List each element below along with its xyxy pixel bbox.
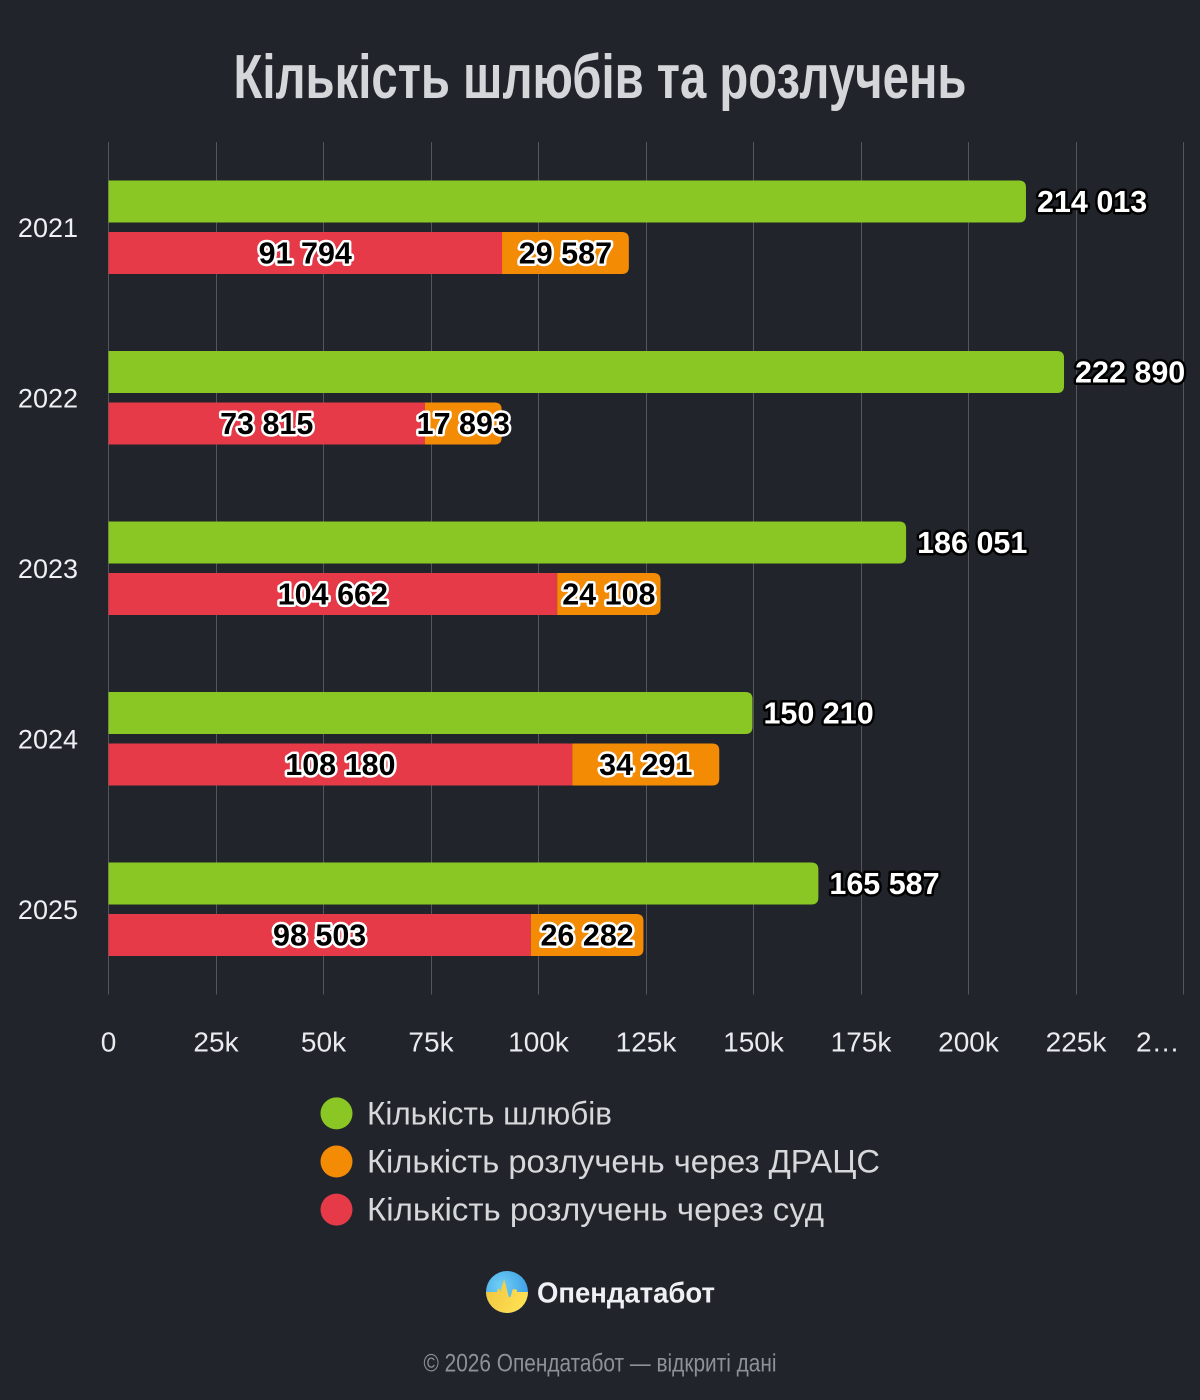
svg-text:0: 0 [101,1027,117,1058]
svg-text:150 210: 150 210 [763,697,873,731]
svg-text:26 282: 26 282 [540,919,633,953]
svg-text:165 587: 165 587 [829,867,939,901]
svg-text:175k: 175k [831,1027,893,1058]
svg-text:Кількість шлюбів та розлучень: Кількість шлюбів та розлучень [234,43,967,112]
svg-text:222 890: 222 890 [1075,356,1185,390]
svg-text:2021: 2021 [18,213,78,243]
svg-text:75k: 75k [408,1027,454,1058]
svg-text:200k: 200k [938,1027,1000,1058]
svg-text:98 503: 98 503 [273,919,366,953]
svg-text:17 893: 17 893 [417,407,510,441]
svg-text:Опендатабот: Опендатабот [537,1278,715,1310]
svg-text:25k: 25k [193,1027,239,1058]
svg-text:2024: 2024 [18,724,78,754]
svg-text:186 051: 186 051 [917,526,1027,560]
svg-text:91 794: 91 794 [259,237,352,271]
svg-text:214 013: 214 013 [1037,185,1147,219]
svg-text:2023: 2023 [18,554,78,584]
svg-text:29 587: 29 587 [519,237,612,271]
svg-text:Кількість розлучень через ДРАЦ: Кількість розлучень через ДРАЦС [367,1144,880,1180]
svg-text:73 815: 73 815 [220,407,313,441]
svg-text:24 108: 24 108 [562,578,655,612]
svg-text:108 180: 108 180 [285,748,395,782]
svg-text:150k: 150k [723,1027,785,1058]
svg-text:50k: 50k [301,1027,347,1058]
svg-text:104 662: 104 662 [278,578,388,612]
svg-text:2…: 2… [1136,1027,1180,1058]
svg-text:© 2026 Опендатабот — відкриті: © 2026 Опендатабот — відкриті дані [424,1350,777,1378]
svg-text:225k: 225k [1046,1027,1108,1058]
svg-text:34 291: 34 291 [599,748,692,782]
svg-text:100k: 100k [508,1027,570,1058]
svg-text:Кількість розлучень через суд: Кількість розлучень через суд [367,1192,824,1228]
svg-text:2022: 2022 [18,383,78,413]
svg-text:125k: 125k [616,1027,678,1058]
svg-text:2025: 2025 [18,895,78,925]
svg-text:Кількість шлюбів: Кількість шлюбів [367,1095,612,1131]
